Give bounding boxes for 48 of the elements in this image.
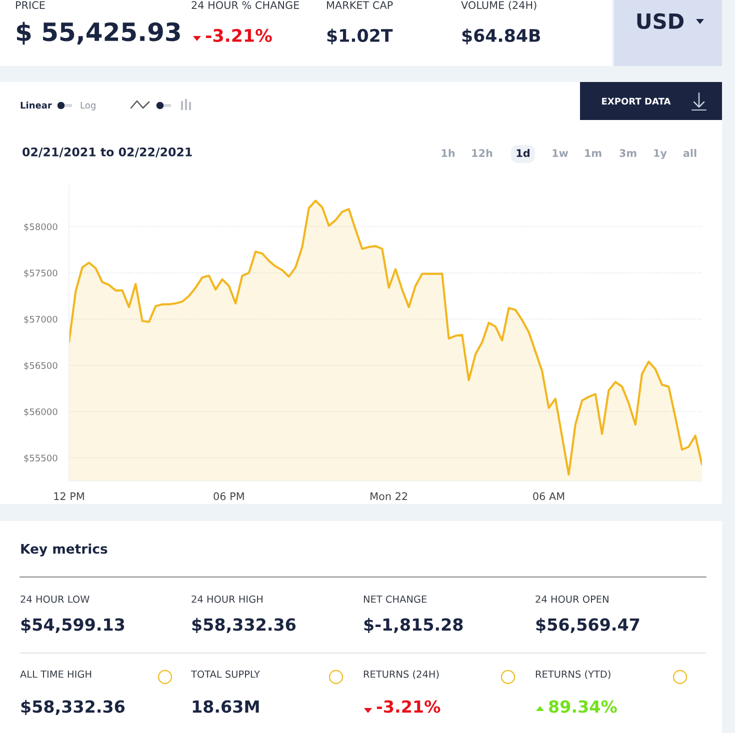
text: VOLUME (24H) xyxy=(461,0,536,10)
text: 24 HOUR HIGH xyxy=(192,595,262,603)
text: EXPORT DATA xyxy=(602,98,671,105)
text: PRICE xyxy=(16,1,45,10)
text: $58,332.36 xyxy=(21,700,125,716)
text: $56,569.47 xyxy=(536,618,640,634)
y-tick-label: $58000 xyxy=(24,223,58,232)
text: all xyxy=(683,148,696,158)
y-tick-label: $55500 xyxy=(24,454,58,463)
text: $1.02T xyxy=(327,28,393,44)
text: RETURNS (24H) xyxy=(364,670,439,679)
text: 1y xyxy=(654,149,667,160)
text: MARKET CAP xyxy=(327,1,393,10)
text: RETURNS (YTD) xyxy=(536,670,610,679)
y-tick-label: $57000 xyxy=(24,316,58,324)
x-tick-label: 06 AM xyxy=(533,492,564,500)
x-tick-label: Mon 22 xyxy=(370,492,408,500)
text: Key metrics xyxy=(21,544,108,556)
y-tick-label: $57500 xyxy=(24,269,58,278)
x-tick-label: 06 PM xyxy=(214,492,244,500)
text: TOTAL SUPPLY xyxy=(190,670,260,678)
text: 1m xyxy=(585,149,602,157)
text: 24 HOUR LOW xyxy=(20,595,90,603)
text: 18.63M xyxy=(192,700,259,713)
text: 12h xyxy=(472,148,492,157)
y-tick-label: $56500 xyxy=(24,362,58,370)
chart-title: 02/21/2021 to 02/22/2021 xyxy=(22,147,192,158)
text: $ 55,425.93 xyxy=(16,22,180,45)
x-tick-label: 12 PM xyxy=(54,492,84,500)
text: 3m xyxy=(620,149,636,158)
text: -3.21% xyxy=(376,700,440,713)
text: 24 HOUR % CHANGE xyxy=(192,1,299,10)
text: NET CHANGE xyxy=(364,595,427,603)
text: $58,332.36 xyxy=(192,618,296,634)
text: 1w xyxy=(552,149,568,157)
text: 89.34% xyxy=(549,700,617,713)
text: 24 HOUR OPEN xyxy=(536,595,608,603)
text: $-1,815.28 xyxy=(364,618,463,634)
text: 1d xyxy=(516,148,530,158)
text: $54,599.13 xyxy=(21,618,124,634)
text: Log xyxy=(80,102,96,110)
text: 1h xyxy=(442,148,455,157)
text: ALL TIME HIGH xyxy=(20,670,92,678)
y-tick-label: $56000 xyxy=(24,408,58,416)
text: $64.84B xyxy=(462,28,540,44)
text: Linear xyxy=(20,102,52,109)
text: -3.21% xyxy=(206,28,272,42)
text: USD xyxy=(637,13,684,30)
